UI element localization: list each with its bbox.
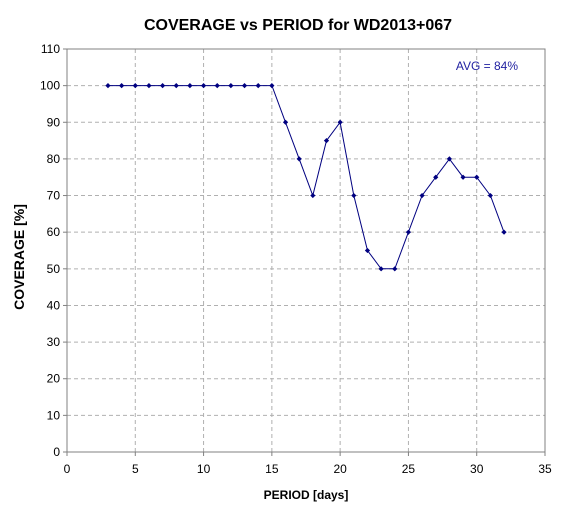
y-tick-label: 50 [47, 262, 61, 276]
y-tick-label: 90 [47, 115, 61, 129]
data-point [241, 83, 248, 89]
y-tick-label: 80 [47, 152, 61, 166]
data-point [323, 137, 330, 144]
data-point [378, 266, 384, 272]
data-point [119, 83, 125, 89]
data-point [282, 119, 289, 125]
data-point [296, 156, 302, 162]
x-tick-label: 35 [538, 462, 552, 476]
data-point [487, 192, 493, 199]
grid [67, 48, 546, 452]
data-point [269, 83, 275, 89]
data-point [200, 83, 207, 89]
data-point [187, 83, 193, 89]
series [105, 83, 507, 272]
data-point [364, 247, 371, 254]
data-point [173, 83, 179, 89]
data-point [337, 119, 343, 125]
y-tick-label: 100 [40, 79, 60, 93]
x-tick-label: 0 [64, 462, 71, 476]
data-point [405, 229, 412, 235]
x-tick-label: 5 [132, 462, 139, 476]
x-tick-label: 30 [470, 462, 484, 476]
x-tick-label: 10 [197, 462, 211, 476]
data-point [460, 174, 466, 180]
data-point [146, 83, 152, 89]
data-point [228, 83, 234, 89]
y-tick-label: 40 [47, 298, 61, 312]
data-point [446, 156, 452, 162]
y-tick-label: 30 [47, 335, 61, 349]
average-annotation: AVG = 84% [456, 59, 518, 73]
y-axis-label: COVERAGE [%] [11, 204, 27, 310]
y-tick-label: 20 [47, 372, 61, 386]
plot-area [66, 48, 546, 453]
x-tick-label: 25 [402, 462, 416, 476]
data-point [255, 83, 261, 89]
y-tick-label: 110 [41, 42, 60, 56]
data-point [474, 174, 480, 180]
y-tick-label: 10 [47, 408, 61, 422]
data-point [160, 83, 166, 89]
data-point [433, 174, 439, 180]
chart-title: COVERAGE vs PERIOD for WD2013+067 [144, 17, 452, 34]
data-point [310, 192, 316, 199]
data-point [351, 192, 357, 199]
axis-ticks: 0 10 20 30 40 50 60 70 80 90 100 110 0 5 10 15 20 25 30 35 [40, 42, 552, 476]
data-point [392, 266, 398, 272]
x-tick-label: 20 [333, 462, 347, 476]
data-point [214, 83, 220, 89]
data-point [501, 229, 507, 235]
data-point [419, 192, 425, 199]
y-tick-label: 0 [53, 445, 60, 459]
x-axis-label: PERIOD [days] [264, 488, 349, 502]
series-line [108, 85, 505, 270]
data-point [105, 83, 111, 89]
x-tick-label: 15 [265, 462, 279, 476]
y-tick-label: 60 [47, 225, 61, 239]
data-point [132, 83, 138, 89]
y-tick-label: 70 [47, 189, 61, 203]
